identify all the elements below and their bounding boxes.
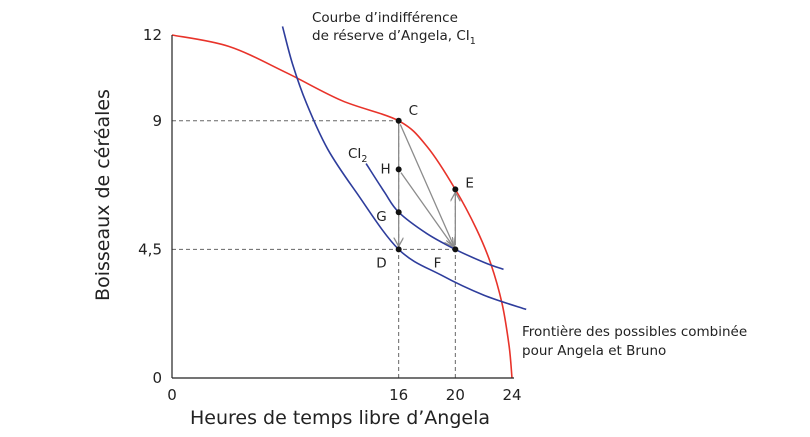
y-axis-title: Boisseaux de céréales (92, 89, 114, 301)
frontier-annotation-line1: Frontière des possibles combinée (522, 324, 747, 340)
ci1-annotation-sub: 1 (470, 36, 476, 47)
point-c (395, 117, 402, 124)
curves (171, 26, 527, 379)
y-tick-label-4-5: 4,5 (138, 240, 162, 258)
point-h (395, 166, 402, 173)
frontier-curve (171, 34, 513, 379)
point-e (452, 186, 459, 193)
x-tick-label-20: 20 (446, 386, 465, 404)
ci2-label: CI2 (348, 146, 367, 165)
ci2-label-sub: 2 (361, 154, 367, 165)
guide-lines (172, 120, 456, 378)
point-label-h: H (381, 161, 391, 177)
arrows (399, 124, 456, 246)
ci1-annotation-main: de réserve d’Angela, CI (312, 28, 470, 44)
indifference-curve-ci2 (365, 163, 504, 271)
frontier-annotation-line2: pour Angela et Bruno (522, 343, 666, 359)
points: C E H G D F (376, 103, 474, 272)
point-label-e: E (465, 175, 474, 191)
arrow-h-to-f (400, 172, 453, 247)
y-tick-label-0: 0 (152, 369, 162, 387)
ci1-annotation-line2: de réserve d’Angela, CI1 (312, 28, 476, 47)
x-tick-label-16: 16 (389, 386, 408, 404)
x-tick-label-0: 0 (167, 386, 177, 404)
arrow-c-to-f (399, 124, 453, 245)
point-f (452, 246, 459, 253)
axes (171, 35, 514, 379)
point-label-g: G (376, 209, 386, 225)
point-g (395, 209, 402, 216)
point-label-f: F (434, 255, 442, 271)
ci2-label-main: CI (348, 146, 361, 162)
x-axis-title: Heures de temps libre d’Angela (190, 407, 490, 429)
y-tick-label-9: 9 (152, 112, 162, 130)
ci1-annotation-line1: Courbe d’indifférence (312, 10, 458, 26)
y-tick-label-12: 12 (143, 26, 162, 44)
indifference-curve-ci1 (281, 26, 527, 311)
point-d (395, 246, 402, 253)
point-label-d: D (376, 255, 386, 271)
point-label-c: C (409, 103, 418, 119)
x-tick-label-24: 24 (502, 386, 521, 404)
